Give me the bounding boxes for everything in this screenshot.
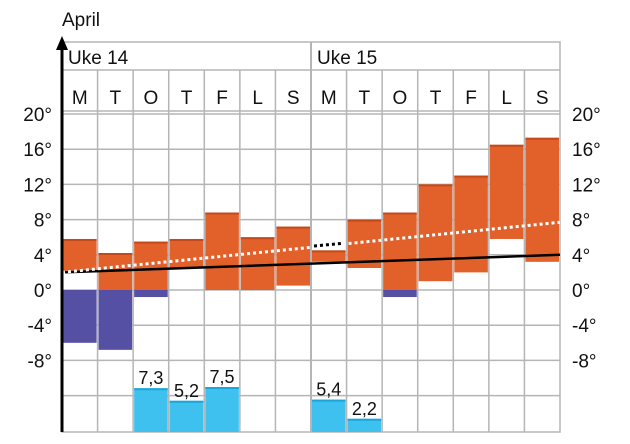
temperature-bar bbox=[383, 212, 417, 290]
labels: Uke 14 M T O T F L S Uke 15 M T O T F L S 20° 20° 16° 16° 12… bbox=[23, 48, 600, 419]
y-tick-label-left: -4° bbox=[28, 316, 53, 337]
y-tick-label-right: 16° bbox=[572, 140, 601, 161]
y-tick-label-left: 16° bbox=[23, 140, 52, 161]
frost-bar bbox=[98, 290, 133, 350]
temperature-bar bbox=[312, 250, 346, 262]
temperature-bar bbox=[489, 144, 524, 239]
bars bbox=[63, 137, 559, 432]
precipitation-bar bbox=[134, 388, 168, 432]
y-tick-label-right: 4° bbox=[572, 246, 590, 267]
y-tick-label-left: -8° bbox=[28, 351, 53, 372]
y-axis-arrow-icon bbox=[56, 36, 68, 50]
precipitation-bar bbox=[205, 387, 239, 432]
y-tick-label-right: 12° bbox=[572, 175, 601, 196]
frost-bar bbox=[63, 290, 97, 343]
day-label: L bbox=[252, 88, 263, 109]
temperature-bar bbox=[240, 237, 275, 290]
day-label: S bbox=[536, 88, 549, 109]
day-label: F bbox=[216, 88, 228, 109]
precipitation-value-label: 2,2 bbox=[352, 399, 377, 419]
temperature-bar bbox=[454, 175, 488, 273]
normal-temperature-line bbox=[61, 253, 561, 274]
y-tick-label-left: 0° bbox=[34, 281, 52, 302]
day-label: O bbox=[393, 88, 408, 109]
temperature-bar bbox=[525, 137, 559, 262]
y-tick-label-right: 8° bbox=[572, 211, 590, 232]
temperature-bar bbox=[205, 212, 239, 290]
day-label: M bbox=[72, 88, 88, 109]
day-label: L bbox=[501, 88, 512, 109]
precipitation-bar bbox=[347, 418, 382, 432]
grid bbox=[61, 41, 561, 433]
frost-bar bbox=[383, 290, 417, 298]
day-label: S bbox=[287, 88, 300, 109]
y-tick-label-left: 12° bbox=[23, 175, 52, 196]
y-tick-label-left: 4° bbox=[34, 246, 52, 267]
gap-trend-line bbox=[313, 241, 343, 248]
temperature-bar bbox=[169, 238, 204, 268]
y-tick-label-right: -8° bbox=[572, 351, 597, 372]
y-tick-label-right: -4° bbox=[572, 316, 597, 337]
day-label: O bbox=[144, 88, 159, 109]
day-label: T bbox=[430, 88, 442, 109]
y-tick-label-left: 8° bbox=[34, 211, 52, 232]
temperature-bar bbox=[63, 238, 97, 273]
week-label: Uke 14 bbox=[68, 48, 129, 69]
trend-lines bbox=[56, 36, 561, 432]
temperature-bar bbox=[347, 219, 382, 268]
temperature-bar bbox=[134, 241, 168, 290]
precipitation-bar bbox=[169, 400, 204, 432]
day-label: T bbox=[359, 88, 371, 109]
y-tick-label-left: 20° bbox=[23, 105, 52, 126]
y-tick-label-right: 20° bbox=[572, 105, 601, 126]
day-label: M bbox=[321, 88, 337, 109]
temperature-bar bbox=[276, 226, 310, 286]
chart-title: April bbox=[62, 10, 100, 31]
week-label: Uke 15 bbox=[317, 48, 377, 69]
precipitation-bar bbox=[312, 399, 346, 432]
y-tick-label-right: 0° bbox=[572, 281, 590, 302]
precipitation-value-label: 5,4 bbox=[316, 380, 341, 400]
day-label: F bbox=[465, 88, 477, 109]
precipitation-value-label: 7,3 bbox=[138, 368, 163, 388]
day-label: T bbox=[181, 88, 193, 109]
frost-bar bbox=[134, 290, 168, 298]
precipitation-value-label: 7,5 bbox=[210, 367, 235, 387]
day-label: T bbox=[110, 88, 122, 109]
precipitation-value-label: 5,2 bbox=[174, 381, 199, 401]
temperature-bar bbox=[418, 184, 453, 282]
